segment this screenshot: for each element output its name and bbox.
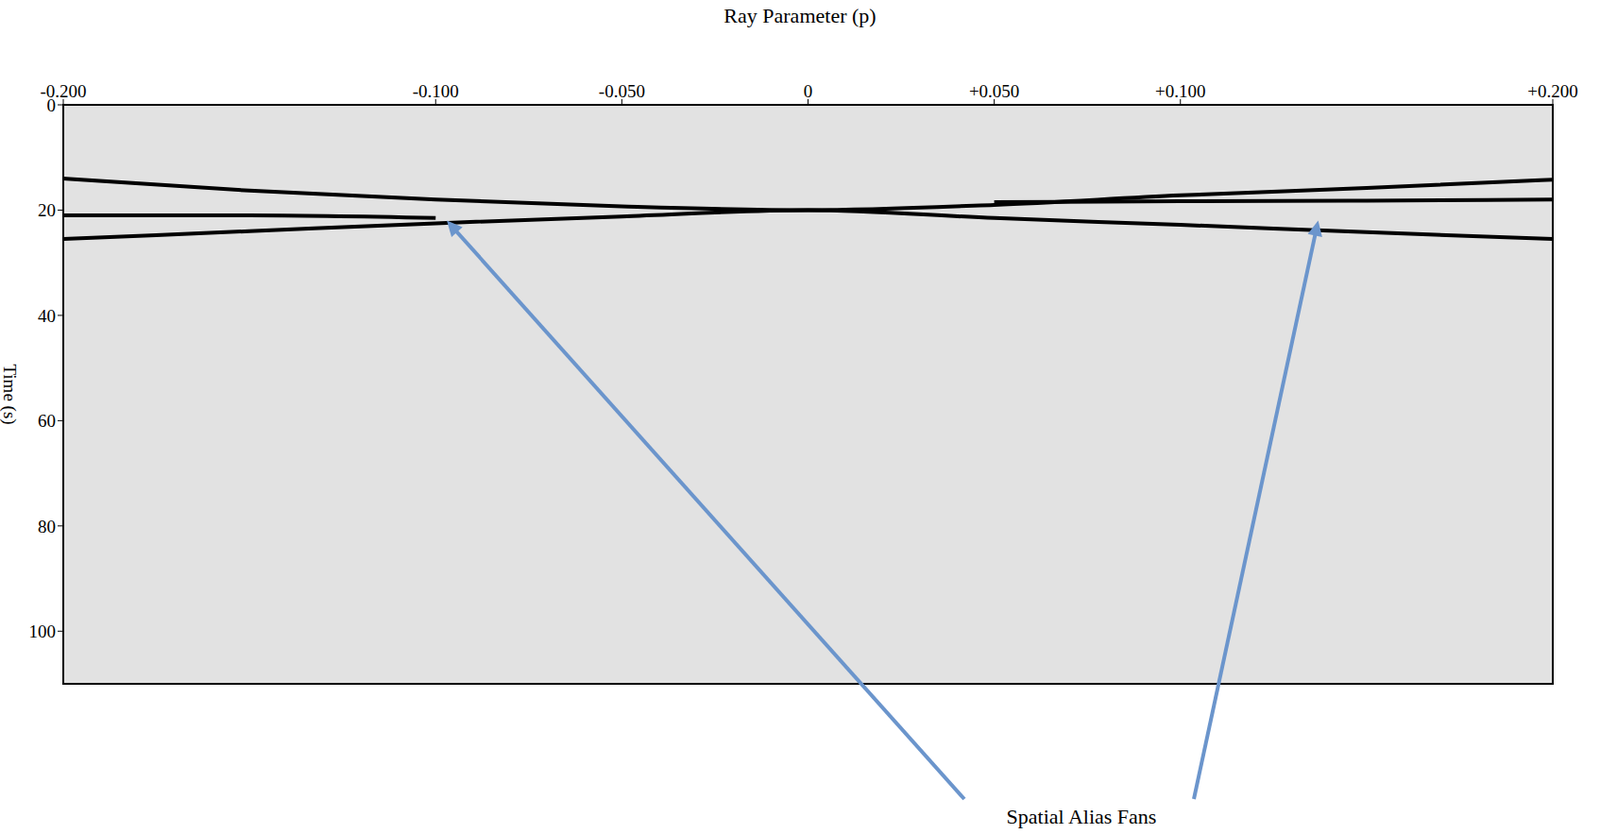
svg-text:40: 40	[37, 306, 56, 326]
svg-text:100: 100	[29, 621, 57, 642]
svg-text:Time (s): Time (s)	[0, 363, 20, 425]
svg-text:-0.200: -0.200	[40, 81, 87, 102]
html-text:Spatial Alias Fans: Spatial Alias Fans	[1006, 804, 1157, 829]
svg-text:+0.200: +0.200	[1527, 81, 1578, 102]
svg-text:80: 80	[37, 516, 56, 537]
svg-text:60: 60	[37, 410, 56, 431]
svg-text:0: 0	[803, 81, 814, 102]
svg-text:-0.050: -0.050	[598, 81, 646, 102]
svg-text:20: 20	[37, 200, 56, 221]
svg-text:+0.100: +0.100	[1155, 81, 1206, 102]
svg-text:-0.100: -0.100	[412, 81, 460, 102]
svg-text:0: 0	[47, 95, 57, 116]
svg-text:+0.050: +0.050	[969, 81, 1020, 102]
html-text:Ray Parameter (p): Ray Parameter (p)	[723, 3, 877, 28]
